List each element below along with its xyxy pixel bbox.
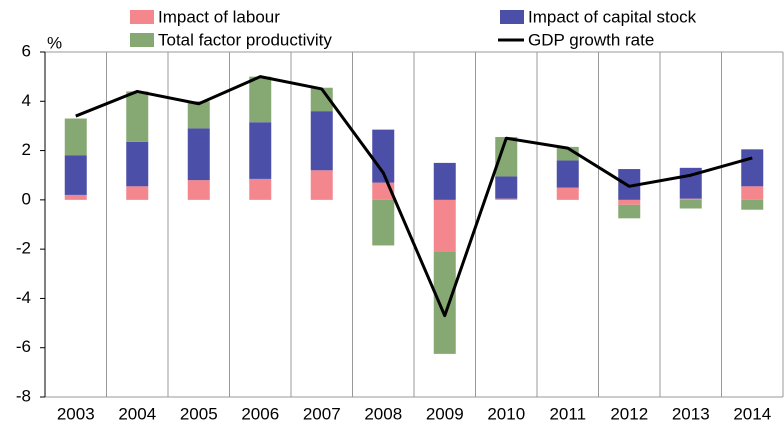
bar bbox=[187, 101, 210, 129]
bar bbox=[618, 199, 641, 205]
x-tick-label: 2013 bbox=[672, 404, 710, 423]
bar bbox=[187, 128, 210, 181]
bar bbox=[433, 162, 456, 200]
y-tick-label: 0 bbox=[22, 189, 31, 208]
bar bbox=[64, 155, 87, 195]
bar bbox=[741, 199, 764, 210]
legend-label: Impact of capital stock bbox=[528, 7, 697, 26]
legend-swatch bbox=[130, 33, 154, 47]
bar bbox=[433, 251, 456, 354]
bar bbox=[64, 118, 87, 156]
x-tick-label: 2011 bbox=[549, 404, 586, 423]
bar bbox=[618, 169, 641, 200]
bar bbox=[64, 194, 87, 200]
legend-label: GDP growth rate bbox=[528, 30, 654, 49]
bar bbox=[372, 199, 395, 246]
bar bbox=[556, 160, 579, 188]
y-tick-label: 6 bbox=[22, 41, 31, 60]
bar bbox=[126, 186, 149, 200]
bar bbox=[741, 186, 764, 200]
bar bbox=[495, 176, 518, 199]
bar bbox=[679, 199, 702, 209]
bar bbox=[249, 76, 272, 123]
bar bbox=[372, 129, 395, 183]
bar bbox=[556, 187, 579, 200]
legend-label: Impact of labour bbox=[158, 7, 280, 26]
bar bbox=[679, 198, 702, 200]
x-tick-label: 2005 bbox=[180, 404, 218, 423]
x-tick-label: 2014 bbox=[733, 404, 771, 423]
bar bbox=[126, 91, 149, 142]
x-tick-label: 2003 bbox=[57, 404, 95, 423]
bar bbox=[310, 87, 333, 112]
legend-label: Total factor productivity bbox=[158, 30, 332, 49]
bar bbox=[618, 204, 641, 219]
y-tick-label: -6 bbox=[16, 337, 31, 356]
y-axis-label: % bbox=[47, 33, 62, 52]
legend-swatch bbox=[500, 10, 524, 24]
y-tick-label: 2 bbox=[22, 140, 31, 159]
x-tick-label: 2007 bbox=[303, 404, 341, 423]
x-tick-label: 2012 bbox=[610, 404, 648, 423]
x-tick-label: 2010 bbox=[487, 404, 525, 423]
x-tick-label: 2006 bbox=[241, 404, 279, 423]
y-tick-label: 4 bbox=[22, 91, 31, 110]
bar bbox=[126, 141, 149, 187]
bar bbox=[310, 170, 333, 200]
legend-swatch bbox=[130, 10, 154, 24]
bar bbox=[495, 137, 518, 177]
x-tick-label: 2004 bbox=[118, 404, 156, 423]
bar bbox=[433, 199, 456, 252]
bar bbox=[741, 149, 764, 187]
bar bbox=[310, 111, 333, 171]
bar bbox=[249, 122, 272, 179]
bar bbox=[249, 178, 272, 200]
x-tick-label: 2009 bbox=[426, 404, 464, 423]
bar bbox=[495, 198, 518, 200]
line bbox=[75, 75, 753, 318]
y-tick-label: -8 bbox=[16, 386, 31, 405]
bar bbox=[187, 180, 210, 200]
x-tick-label: 2008 bbox=[364, 404, 402, 423]
y-tick-label: -4 bbox=[16, 288, 31, 307]
y-tick-label: -2 bbox=[16, 239, 31, 258]
